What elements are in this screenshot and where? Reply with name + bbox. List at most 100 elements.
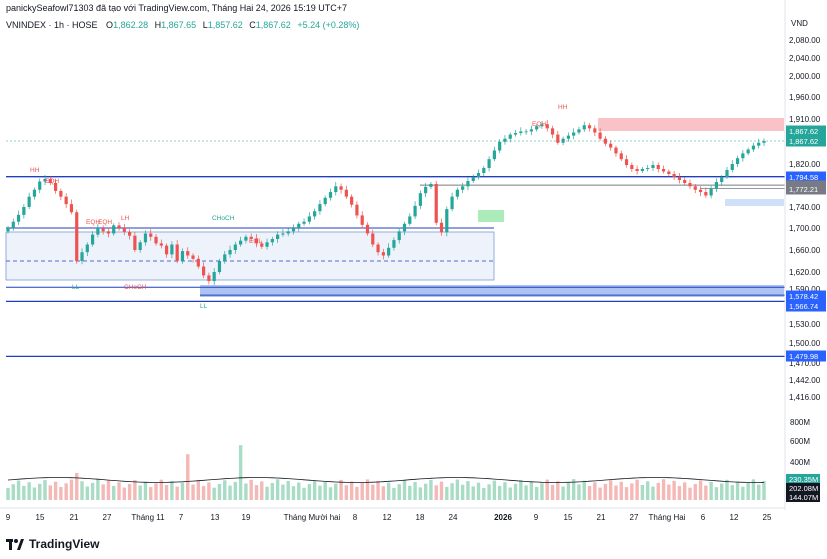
volume-bar [360, 483, 364, 500]
candle-body [260, 243, 264, 247]
volume-bar [746, 483, 750, 500]
hh-label: HH [558, 104, 568, 111]
volume-bar [529, 481, 534, 500]
candle-body [720, 177, 724, 182]
volume-bar [762, 480, 766, 500]
volume-bar [519, 480, 523, 500]
volume-bar [693, 484, 697, 500]
volume-bar [323, 482, 327, 500]
time-tick: 12 [730, 513, 739, 522]
price-tick: 2,000.00 [789, 72, 821, 81]
volume-bar [254, 485, 259, 500]
volume-bar [75, 472, 79, 500]
candle-body [503, 138, 507, 142]
candle-body [281, 233, 285, 235]
candle-body [175, 244, 179, 261]
volume-bar [487, 484, 491, 500]
volume-bar [122, 487, 127, 500]
time-tick: 21 [597, 513, 606, 522]
price-tick: 1,700.00 [789, 224, 821, 233]
candle-body [624, 159, 629, 165]
eqh-label: EQH [86, 219, 100, 226]
tradingview-logo: TradingView [6, 537, 99, 551]
candle-body [461, 186, 465, 190]
volume-bar [233, 481, 238, 500]
volume-bar [196, 480, 201, 500]
price-tag-bg [786, 350, 826, 362]
price-tag-bg [786, 300, 826, 312]
volume-bar [561, 486, 565, 500]
volume-bar [143, 481, 148, 500]
eql-label: EQL [249, 238, 262, 245]
candle-body [535, 126, 539, 130]
candle-body [492, 150, 496, 160]
volume-bar [682, 482, 687, 500]
candle-body [355, 204, 359, 216]
volume-bar [43, 480, 47, 500]
price-tick: 1,910.00 [789, 115, 821, 124]
candle-body [513, 133, 518, 135]
volume-bar [175, 486, 179, 500]
price-tags: 1,867.621,867.62 1,794.581,782.701,772.21… [786, 125, 826, 362]
time-tick: 27 [630, 513, 639, 522]
volume-bar [281, 484, 285, 500]
volume-bar [180, 482, 185, 500]
low-value: 1,857.62 [207, 20, 243, 30]
attribution-text: panickySeafowl71303 đã tạo với TradingVi… [6, 3, 348, 13]
candle-body [276, 234, 280, 239]
volume-bar [48, 485, 52, 500]
candle-body [127, 231, 132, 236]
time-tick: 9 [534, 513, 539, 522]
volume-bar [751, 479, 756, 500]
volume-bar [661, 479, 666, 500]
volume-bar [577, 484, 581, 500]
candle-body [683, 180, 687, 183]
candle-body [334, 186, 338, 193]
volume-bar [69, 479, 74, 500]
candle-body [561, 138, 565, 143]
price-tick: 1,867.62 [789, 137, 821, 146]
brand-name: TradingView [29, 537, 100, 551]
candle-body [38, 181, 42, 190]
candle-body [249, 236, 253, 239]
volume-tag-bg [786, 492, 820, 502]
candle-body [328, 192, 333, 198]
candle-body [413, 205, 417, 217]
candle-body [556, 134, 560, 143]
volume-bar [85, 486, 90, 500]
high-value: 1,867.65 [161, 20, 197, 30]
tradingview-icon [6, 538, 24, 550]
volume-bar [672, 480, 676, 500]
volume-bar [365, 479, 370, 500]
volume-bar [217, 484, 222, 500]
volume-bar [376, 481, 380, 500]
candle-body [587, 125, 592, 129]
candle-body [418, 193, 422, 206]
volume-bar [418, 487, 423, 500]
time-tick: 25 [763, 513, 772, 522]
price-tick: 1,820.00 [789, 160, 821, 169]
candle-body [540, 124, 544, 127]
candle-body [550, 128, 555, 135]
price-tick: 2,080.00 [789, 36, 821, 45]
candle-body [75, 212, 79, 261]
candle-body [672, 174, 676, 177]
candle-body [735, 158, 740, 164]
choch-label: CHoCH [212, 215, 235, 222]
volume-bar [587, 486, 592, 500]
volume-bar [32, 487, 37, 500]
candle-body [365, 224, 370, 234]
time-axis: 9 15 21 27 Tháng 11 7 13 19 Tháng Mười hai 8 12 18 2… [6, 513, 772, 522]
volume-bar [603, 483, 608, 500]
volume-bar [164, 485, 169, 500]
time-tick: 7 [179, 513, 184, 522]
eqh-label: EQH [45, 178, 59, 185]
volume-bar [614, 485, 618, 500]
open-label: O [106, 20, 114, 30]
volume-bar [392, 487, 396, 500]
volume-bar [302, 487, 306, 500]
price-tick: 1,780.00 [789, 180, 821, 189]
volume-bar [64, 483, 68, 500]
green-fvg-zone [478, 210, 504, 222]
